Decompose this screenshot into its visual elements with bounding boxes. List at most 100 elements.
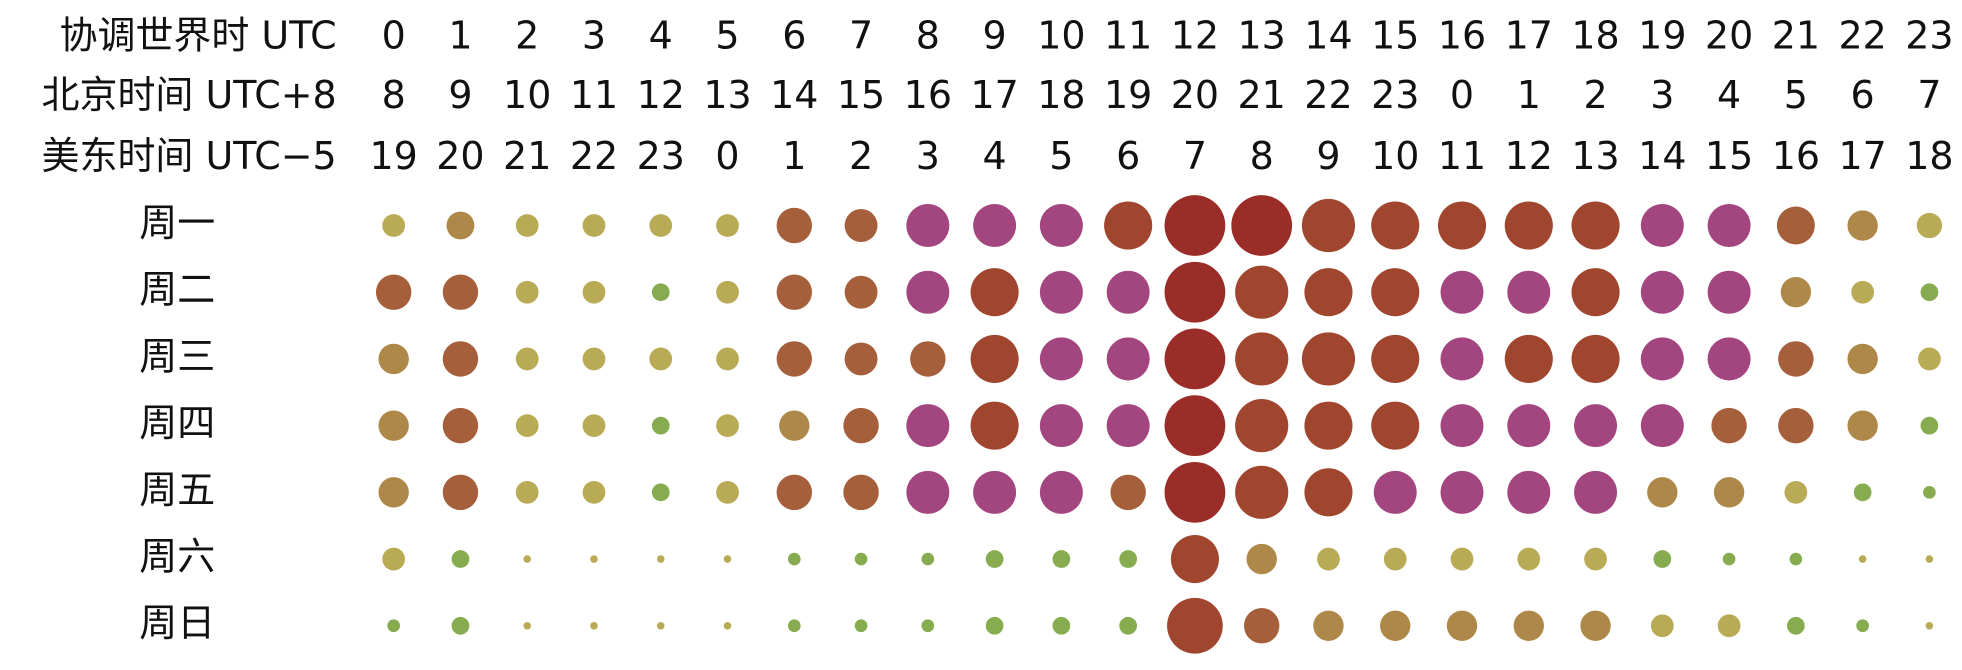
bubble [1039,337,1083,381]
bubble [1440,470,1484,514]
bubble [1916,212,1943,239]
bubble [656,555,665,563]
bubble [776,207,813,244]
bubble [1039,203,1083,248]
day-label: 周二 [139,268,215,312]
bubble [970,334,1019,383]
bubble [1440,337,1484,381]
bubble [1235,399,1289,453]
bubble [970,268,1019,317]
bubble [649,214,673,237]
bubble [1787,616,1805,635]
hour-label: 15 [837,73,885,117]
bubble [446,211,475,240]
bubble [906,470,950,514]
hour-label: 23 [1371,73,1419,117]
bubble [1707,203,1751,248]
hour-label: 2 [515,14,539,58]
bubble [1711,407,1747,444]
bubble [1640,404,1684,448]
bubble [1780,277,1812,308]
bubble [523,555,532,563]
hour-label: 12 [1171,14,1219,58]
bubble [1371,268,1420,317]
bubble [515,347,539,371]
hour-label: 16 [904,73,952,117]
bubble [843,407,879,444]
bubble [1507,270,1551,314]
bubble [716,347,739,371]
hour-label: 8 [916,14,940,58]
bubble [378,343,409,375]
day-label: 周五 [139,468,215,512]
hour-label: 9 [1316,134,1340,178]
bubble [973,470,1017,514]
bubble [1235,265,1289,319]
bubble [582,347,606,371]
bubble [921,619,935,633]
hour-label: 3 [582,14,606,58]
day-label: 周一 [139,201,215,245]
day-label: 周三 [139,334,215,378]
hour-label: 4 [1717,73,1741,117]
hour-label: 10 [503,73,551,117]
hour-label: 13 [1238,14,1286,58]
bubble [1640,337,1684,381]
bubble [921,552,935,566]
hour-label: 19 [370,134,418,178]
hour-label: 13 [703,73,751,117]
bubble [442,274,479,310]
bubble [1574,404,1618,448]
hour-label: 5 [1784,73,1808,117]
hour-label: 20 [1705,14,1753,58]
bubble [1507,404,1551,448]
bubble [1504,334,1553,383]
hour-label: 14 [770,73,818,117]
hour-label: 23 [1905,14,1953,58]
bubble [1106,404,1150,448]
bubble [590,621,598,630]
bubble [375,274,412,310]
hour-label: 12 [1505,134,1553,178]
bubble [906,404,950,448]
bubble [1104,201,1153,250]
bubble [1517,547,1541,571]
hour-label: 19 [1638,14,1686,58]
bubble [716,480,739,504]
bubble [1571,268,1620,317]
bubble [1574,470,1618,514]
bubble [1722,552,1736,566]
bubble [378,410,409,441]
bubble [1301,332,1356,386]
bubble [1923,486,1936,499]
bubble [1231,195,1293,256]
bubble [1580,610,1611,641]
bubble [1119,616,1138,635]
hour-label: 8 [1250,134,1274,178]
bubble [651,283,670,302]
hour-label: 9 [983,14,1007,58]
hour-label: 16 [1772,134,1820,178]
header-label: 北京时间 UTC+8 [42,73,337,117]
bubble [1776,206,1815,245]
bubble [1039,470,1083,514]
bubble [442,407,479,444]
bubble [716,414,739,438]
bubble [1918,347,1941,371]
bubble [382,547,406,571]
hour-label: 11 [1438,134,1486,178]
bubble [442,474,479,511]
bubble [1317,547,1340,571]
bubble [787,619,801,633]
hour-label: 22 [1838,14,1886,58]
bubble [1920,283,1939,302]
bubble [776,474,813,511]
bubble [723,555,732,563]
hour-label: 14 [1638,134,1686,178]
bubble [1164,328,1226,390]
hour-label: 1 [782,134,806,178]
bubble [1170,534,1219,584]
bubble [582,480,606,504]
bubble [1925,621,1934,630]
